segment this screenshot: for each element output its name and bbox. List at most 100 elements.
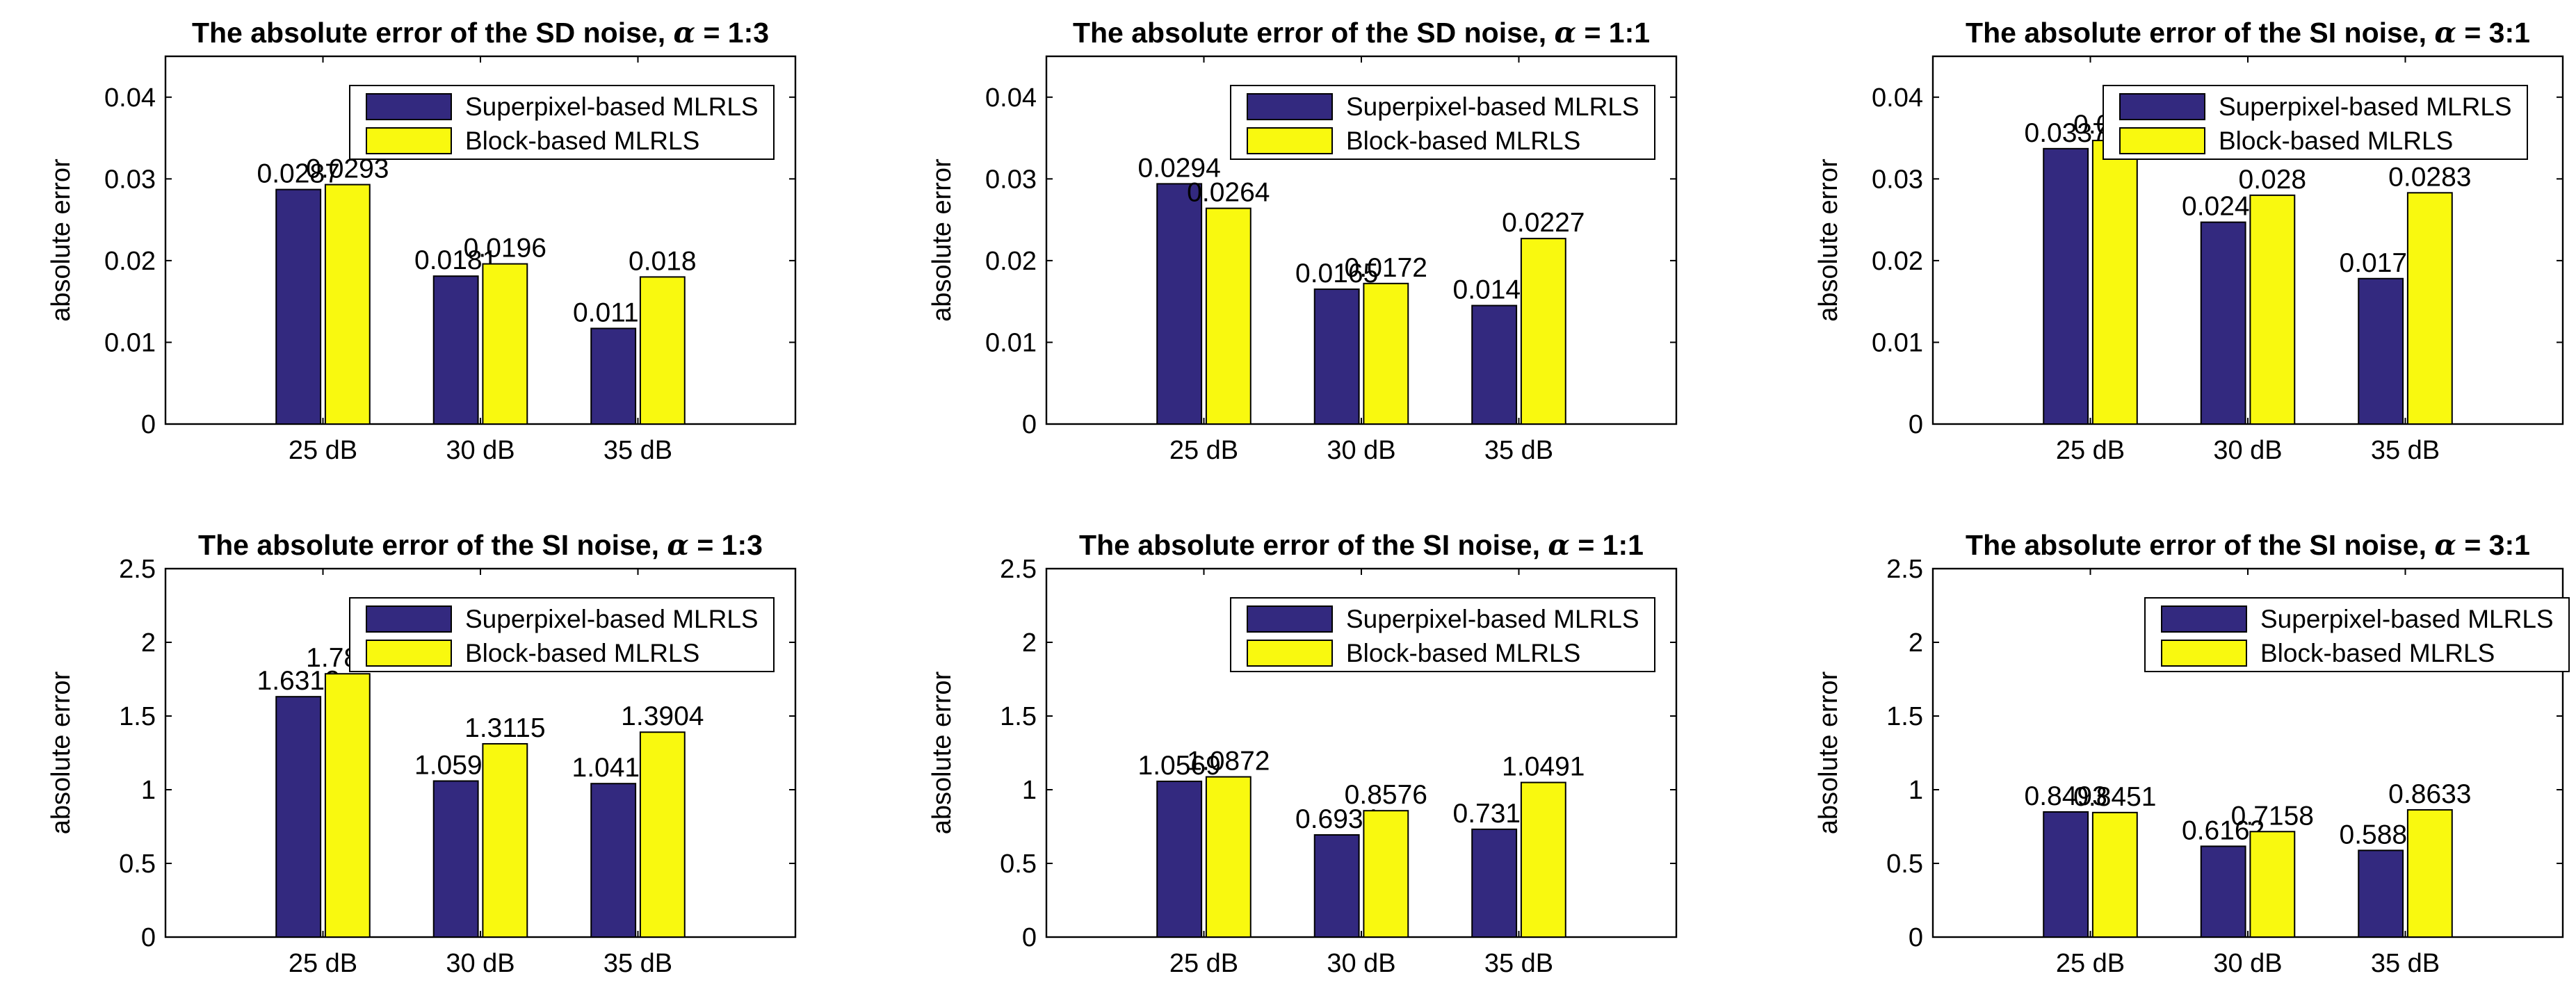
chart-title: The absolute error of the SI noise, α = … <box>198 528 763 562</box>
y-tick-label: 1 <box>1022 776 1037 805</box>
legend: Superpixel-based MLRLS Block-based MLRLS <box>1230 85 1655 160</box>
legend: Superpixel-based MLRLS Block-based MLRLS <box>1230 597 1655 672</box>
y-tick-label: 1.5 <box>1886 702 1923 731</box>
bar <box>432 780 479 938</box>
x-tick-label: 30 dB <box>1327 949 1395 978</box>
bar <box>590 783 637 938</box>
data-label: 0.0294 <box>1138 153 1221 183</box>
data-label: 0.7158 <box>2231 801 2314 831</box>
y-tick-label: 2.5 <box>1000 555 1037 584</box>
y-tick-label: 1 <box>1909 776 1923 805</box>
x-tick-label: 30 dB <box>2213 949 2282 978</box>
title-ratio: = 1:1 <box>1576 17 1650 49</box>
bar <box>324 673 371 938</box>
bar <box>1313 288 1360 425</box>
x-tick-label: 35 dB <box>1484 949 1553 978</box>
y-tick-label: 0.03 <box>104 165 156 194</box>
data-label: 1.0569 <box>1138 751 1221 781</box>
legend-label: Block-based MLRLS <box>465 639 699 667</box>
y-axis-label: absolute error <box>47 158 76 322</box>
legend-swatch <box>366 127 452 154</box>
y-axis-label: absolute error <box>47 671 76 834</box>
legend-label: Block-based MLRLS <box>2219 127 2453 155</box>
data-label: 0.8451 <box>2073 782 2156 812</box>
bar <box>1520 781 1566 938</box>
y-tick-label: 0.04 <box>1872 83 1923 113</box>
bar <box>590 327 637 425</box>
x-tick-label: 25 dB <box>1169 949 1238 978</box>
alpha-symbol: α <box>674 16 696 49</box>
x-tick-label: 25 dB <box>2056 436 2125 465</box>
y-tick-label: 0.5 <box>1886 849 1923 879</box>
y-tick-label: 2 <box>1909 628 1923 658</box>
bar <box>1363 282 1409 425</box>
title-ratio: = 1:3 <box>695 17 769 49</box>
legend: Superpixel-based MLRLS Block-based MLRLS <box>349 597 775 672</box>
bar <box>639 731 686 938</box>
y-tick-label: 2.5 <box>119 555 156 584</box>
y-tick-label: 0.03 <box>1872 165 1923 194</box>
legend-label: Superpixel-based MLRLS <box>465 92 759 121</box>
bar <box>2043 147 2089 425</box>
bar <box>1313 834 1360 938</box>
bar <box>324 184 371 425</box>
legend-swatch <box>1247 127 1333 154</box>
bar <box>1471 304 1518 425</box>
data-label: 0.0264 <box>1187 178 1270 208</box>
legend-swatch <box>2161 605 2247 633</box>
x-tick-label: 35 dB <box>2371 436 2440 465</box>
title-text: The absolute error of the SI noise, <box>1966 529 2434 561</box>
y-tick-label: 0.5 <box>119 849 156 879</box>
y-tick-label: 0 <box>141 923 156 952</box>
x-tick-label: 30 dB <box>446 949 515 978</box>
x-tick-label: 35 dB <box>1484 436 1553 465</box>
bar <box>2200 221 2246 425</box>
alpha-symbol: α <box>667 528 689 562</box>
legend-swatch <box>366 640 452 667</box>
data-label: 0.0227 <box>1502 208 1585 238</box>
legend-label: Block-based MLRLS <box>465 127 699 155</box>
bar <box>1471 828 1518 938</box>
legend-swatch <box>1247 93 1333 120</box>
legend-label: Superpixel-based MLRLS <box>1346 605 1639 633</box>
data-label: 0.0172 <box>1345 253 1427 283</box>
y-tick-label: 0 <box>141 410 156 439</box>
y-axis-label: absolute error <box>927 158 957 322</box>
y-tick-label: 2 <box>141 628 156 658</box>
data-label: 1.0491 <box>1502 752 1585 782</box>
x-tick-label: 30 dB <box>446 436 515 465</box>
bar <box>2043 811 2089 938</box>
data-label: 1.0872 <box>1187 747 1270 776</box>
title-ratio: = 3:1 <box>2456 17 2530 49</box>
y-tick-label: 1 <box>141 776 156 805</box>
bar <box>275 696 322 938</box>
title-text: The absolute error of the SD noise, <box>1073 17 1555 49</box>
legend-swatch <box>1247 640 1333 667</box>
title-text: The absolute error of the SI noise, <box>198 529 667 561</box>
data-label: 1.3904 <box>621 701 704 731</box>
data-label: 0.0283 <box>2388 162 2471 192</box>
x-tick-label: 25 dB <box>1169 436 1238 465</box>
legend: Superpixel-based MLRLS Block-based MLRLS <box>349 85 775 160</box>
data-label: 0.028 <box>2239 165 2307 195</box>
legend-label: Superpixel-based MLRLS <box>1346 92 1639 121</box>
x-tick-label: 25 dB <box>289 436 357 465</box>
legend-swatch <box>2119 127 2205 154</box>
y-tick-label: 0 <box>1909 410 1923 439</box>
y-tick-label: 0.5 <box>1000 849 1037 879</box>
x-tick-label: 35 dB <box>604 436 672 465</box>
data-label: 0.0196 <box>464 234 546 263</box>
y-tick-label: 0.03 <box>985 165 1037 194</box>
bar <box>275 188 322 425</box>
title-ratio: = 3:1 <box>2456 529 2530 561</box>
y-tick-label: 0.02 <box>104 247 156 276</box>
chart-panel: 00.010.020.030.040.03370.034725 dB0.0247… <box>1814 16 2564 465</box>
legend: Superpixel-based MLRLS Block-based MLRLS <box>2103 85 2528 160</box>
bar <box>2249 194 2296 425</box>
data-label: 0.0287 <box>257 159 340 189</box>
legend-swatch <box>2119 93 2205 120</box>
bar <box>1205 207 1251 425</box>
